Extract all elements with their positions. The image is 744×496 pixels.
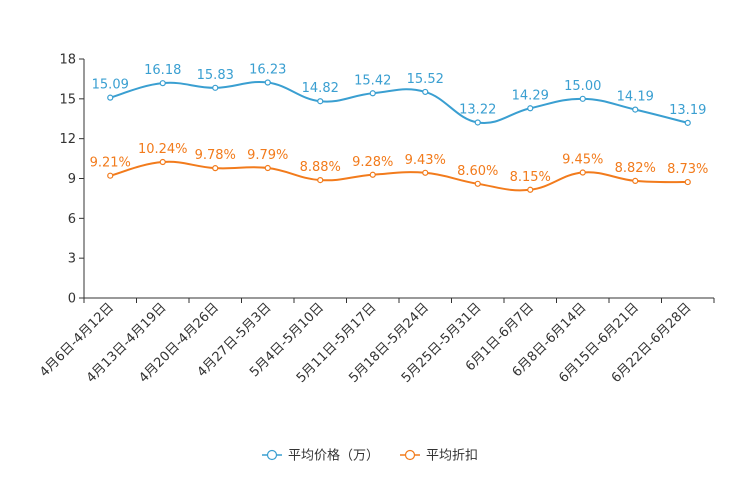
series-2-data-label: 8.82% bbox=[615, 161, 656, 176]
y-tick-label: 6 bbox=[68, 212, 76, 227]
series-1-point[interactable] bbox=[369, 90, 376, 97]
series-1-point[interactable] bbox=[264, 79, 271, 86]
chart-series bbox=[107, 79, 691, 193]
series-1-data-label: 16.23 bbox=[249, 63, 286, 78]
legend-label: 平均折扣 bbox=[426, 449, 478, 464]
series-1-data-label: 15.09 bbox=[92, 78, 129, 93]
y-tick-label: 18 bbox=[59, 53, 76, 68]
legend-item-1[interactable]: 平均价格（万） bbox=[262, 448, 379, 464]
series-1-point[interactable] bbox=[527, 105, 534, 112]
series-2-point[interactable] bbox=[527, 186, 534, 193]
series-1-point[interactable] bbox=[422, 88, 429, 96]
series-2-point[interactable] bbox=[422, 169, 429, 176]
series-2-data-label: 9.78% bbox=[195, 148, 236, 163]
series-2-data-label: 8.15% bbox=[510, 170, 551, 185]
series-2-point[interactable] bbox=[159, 158, 166, 166]
series-2-data-label: 8.73% bbox=[667, 162, 708, 177]
y-tick-label: 3 bbox=[68, 252, 76, 267]
series-2-data-label: 10.24% bbox=[138, 142, 188, 157]
series-1-data-label: 15.83 bbox=[197, 68, 234, 83]
series-1-point[interactable] bbox=[579, 95, 586, 102]
series-2-point[interactable] bbox=[579, 169, 586, 176]
series-1-point[interactable] bbox=[474, 119, 481, 126]
series-1-point[interactable] bbox=[317, 98, 324, 105]
series-2-point[interactable] bbox=[684, 178, 691, 186]
legend-marker-icon bbox=[266, 449, 278, 461]
chart-data-labels: 15.09 16.18 15.83 16.23 14.82 15.42 15.52 13.22… bbox=[90, 63, 709, 185]
series-1-point[interactable] bbox=[632, 106, 639, 113]
series-2-data-label: 8.60% bbox=[457, 164, 498, 179]
y-tick-label: 12 bbox=[59, 132, 76, 147]
series-1-data-label: 14.19 bbox=[617, 90, 654, 105]
series-1-data-label: 14.82 bbox=[302, 81, 339, 96]
series-2-data-label: 9.45% bbox=[562, 153, 603, 168]
series-1-point[interactable] bbox=[684, 119, 691, 126]
series-1-data-label: 16.18 bbox=[144, 63, 181, 78]
legend-label: 平均价格（万） bbox=[288, 448, 379, 464]
series-1-data-label: 15.52 bbox=[407, 72, 444, 87]
series-1-data-label: 13.22 bbox=[459, 102, 496, 117]
legend-item-2[interactable]: 平均折扣 bbox=[400, 449, 478, 464]
legend-marker-icon bbox=[404, 449, 416, 461]
chart-legend[interactable]: 平均价格（万） 平均折扣 bbox=[262, 448, 478, 464]
series-2-data-label: 9.28% bbox=[352, 155, 393, 170]
series-2-point[interactable] bbox=[212, 165, 219, 172]
series-2-point[interactable] bbox=[369, 171, 376, 178]
series-2-data-label: 8.88% bbox=[300, 160, 341, 175]
series-2-point[interactable] bbox=[632, 177, 639, 184]
series-1-point[interactable] bbox=[212, 84, 219, 91]
series-1-data-label: 15.00 bbox=[564, 79, 601, 94]
series-1-point[interactable] bbox=[159, 80, 166, 87]
series-1-data-label: 15.42 bbox=[354, 73, 391, 88]
y-tick-label: 0 bbox=[68, 292, 76, 307]
series-line-2 bbox=[109, 160, 688, 192]
y-tick-label: 15 bbox=[59, 92, 76, 107]
series-line-1 bbox=[109, 80, 688, 124]
series-2-point[interactable] bbox=[107, 172, 114, 179]
series-2-point[interactable] bbox=[264, 164, 271, 172]
series-2-data-label: 9.21% bbox=[90, 156, 131, 171]
series-2-point[interactable] bbox=[474, 180, 481, 187]
series-2-data-label: 9.79% bbox=[247, 148, 288, 163]
y-tick-label: 9 bbox=[68, 172, 76, 187]
series-1-data-label: 13.19 bbox=[669, 103, 706, 118]
series-2-point[interactable] bbox=[317, 176, 324, 184]
series-2-data-label: 9.43% bbox=[405, 153, 446, 168]
series-1-point[interactable] bbox=[107, 94, 114, 101]
series-1-data-label: 14.29 bbox=[512, 88, 549, 103]
